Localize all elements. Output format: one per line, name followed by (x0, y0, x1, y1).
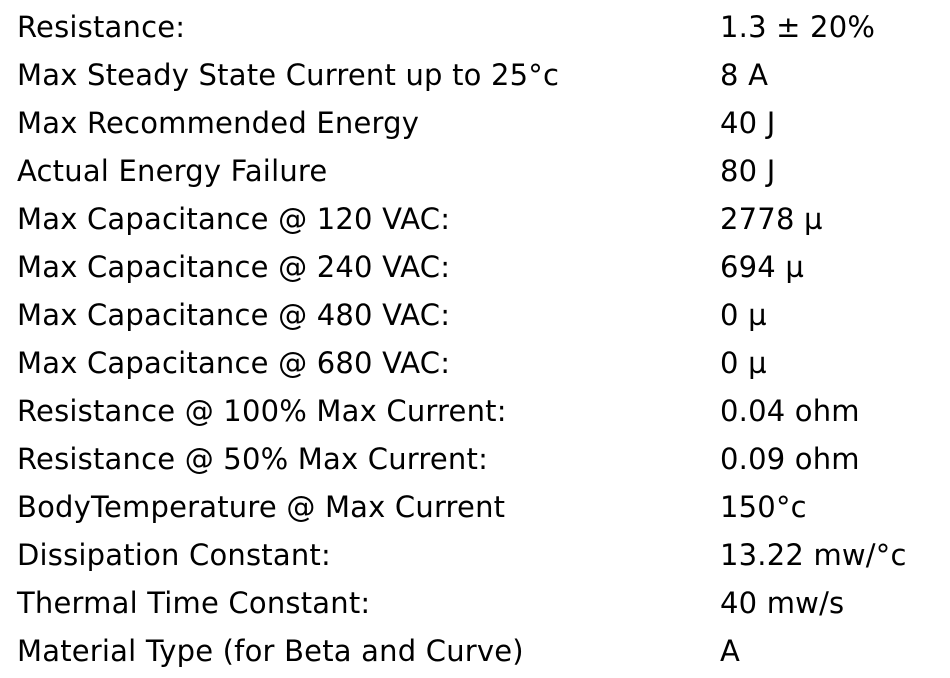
spec-value: 80 J (720, 154, 776, 188)
spec-value: 40 mw/s (720, 586, 845, 620)
spec-value: 694 µ (720, 250, 805, 284)
spec-row-capacitance-480: Max Capacitance @ 480 VAC: 0 µ (17, 291, 947, 339)
spec-row-dissipation-constant: Dissipation Constant: 13.22 mw/°c (17, 531, 947, 579)
spec-label: Max Steady State Current up to 25°c (17, 58, 560, 92)
spec-label: Max Capacitance @ 480 VAC: (17, 298, 451, 332)
spec-value: 0 µ (720, 298, 767, 332)
spec-label: Resistance @ 100% Max Current: (17, 394, 507, 428)
spec-label: Max Capacitance @ 240 VAC: (17, 250, 451, 284)
spec-table: Resistance: 1.3 ± 20% Max Steady State C… (17, 3, 947, 675)
spec-value: 0.04 ohm (720, 394, 860, 428)
spec-label: Max Recommended Energy (17, 106, 420, 140)
spec-label: Resistance @ 50% Max Current: (17, 442, 489, 476)
spec-label: Material Type (for Beta and Curve) (17, 634, 524, 668)
spec-row-resistance-50: Resistance @ 50% Max Current: 0.09 ohm (17, 435, 947, 483)
spec-value: 8 A (720, 58, 769, 92)
spec-value: 0.09 ohm (720, 442, 860, 476)
spec-label: Actual Energy Failure (17, 154, 328, 188)
spec-label: Max Capacitance @ 120 VAC: (17, 202, 451, 236)
spec-row-resistance: Resistance: 1.3 ± 20% (17, 3, 947, 51)
spec-value: 13.22 mw/°c (720, 538, 907, 572)
spec-row-thermal-time-constant: Thermal Time Constant: 40 mw/s (17, 579, 947, 627)
spec-value: A (720, 634, 741, 668)
spec-label: Max Capacitance @ 680 VAC: (17, 346, 451, 380)
spec-value: 150°c (720, 490, 807, 524)
spec-row-capacitance-240: Max Capacitance @ 240 VAC: 694 µ (17, 243, 947, 291)
spec-row-actual-energy-failure: Actual Energy Failure 80 J (17, 147, 947, 195)
spec-row-max-recommended-energy: Max Recommended Energy 40 J (17, 99, 947, 147)
spec-row-resistance-100: Resistance @ 100% Max Current: 0.04 ohm (17, 387, 947, 435)
spec-value: 1.3 ± 20% (720, 10, 876, 44)
spec-value: 40 J (720, 106, 776, 140)
spec-label: Dissipation Constant: (17, 538, 331, 572)
spec-value: 0 µ (720, 346, 767, 380)
spec-label: Thermal Time Constant: (17, 586, 371, 620)
spec-row-max-steady-current: Max Steady State Current up to 25°c 8 A (17, 51, 947, 99)
spec-label: BodyTemperature @ Max Current (17, 490, 506, 524)
spec-row-capacitance-680: Max Capacitance @ 680 VAC: 0 µ (17, 339, 947, 387)
spec-value: 2778 µ (720, 202, 823, 236)
spec-row-body-temperature: BodyTemperature @ Max Current 150°c (17, 483, 947, 531)
spec-row-capacitance-120: Max Capacitance @ 120 VAC: 2778 µ (17, 195, 947, 243)
spec-label: Resistance: (17, 10, 186, 44)
spec-row-material-type: Material Type (for Beta and Curve) A (17, 627, 947, 675)
